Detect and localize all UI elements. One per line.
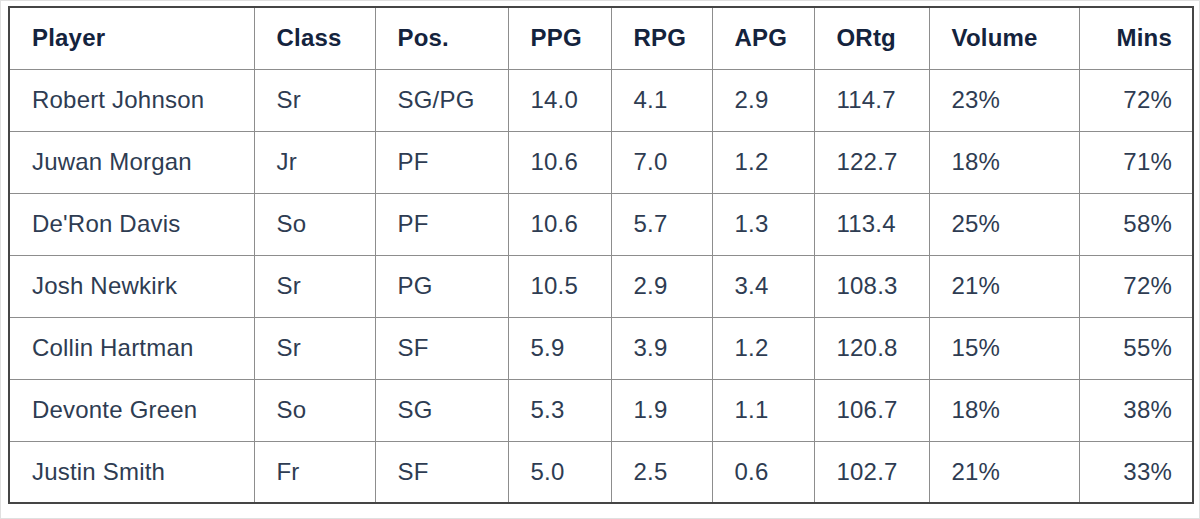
column-header-volume: Volume xyxy=(929,7,1079,69)
table-row: Justin Smith Fr SF 5.0 2.5 0.6 102.7 21%… xyxy=(9,441,1193,503)
page-canvas: Player Class Pos. PPG RPG APG ORtg Volum… xyxy=(0,0,1200,519)
cell-volume: 18% xyxy=(929,379,1079,441)
cell-ortg: 113.4 xyxy=(814,193,929,255)
cell-player: Collin Hartman xyxy=(9,317,254,379)
cell-pos: SF xyxy=(375,317,508,379)
cell-volume: 18% xyxy=(929,131,1079,193)
cell-ppg: 5.9 xyxy=(508,317,611,379)
cell-apg: 1.3 xyxy=(712,193,814,255)
cell-pos: SG xyxy=(375,379,508,441)
cell-volume: 21% xyxy=(929,255,1079,317)
cell-rpg: 7.0 xyxy=(611,131,712,193)
cell-ortg: 114.7 xyxy=(814,69,929,131)
cell-mins: 55% xyxy=(1079,317,1193,379)
cell-class: Fr xyxy=(254,441,375,503)
cell-volume: 21% xyxy=(929,441,1079,503)
cell-player: Juwan Morgan xyxy=(9,131,254,193)
column-header-class: Class xyxy=(254,7,375,69)
cell-class: So xyxy=(254,379,375,441)
cell-ppg: 5.3 xyxy=(508,379,611,441)
cell-mins: 33% xyxy=(1079,441,1193,503)
cell-class: Sr xyxy=(254,69,375,131)
cell-ortg: 106.7 xyxy=(814,379,929,441)
cell-rpg: 4.1 xyxy=(611,69,712,131)
cell-player: Robert Johnson xyxy=(9,69,254,131)
cell-apg: 3.4 xyxy=(712,255,814,317)
cell-class: Jr xyxy=(254,131,375,193)
cell-ppg: 14.0 xyxy=(508,69,611,131)
cell-ortg: 120.8 xyxy=(814,317,929,379)
cell-mins: 71% xyxy=(1079,131,1193,193)
cell-rpg: 2.9 xyxy=(611,255,712,317)
cell-volume: 15% xyxy=(929,317,1079,379)
cell-apg: 0.6 xyxy=(712,441,814,503)
cell-apg: 1.1 xyxy=(712,379,814,441)
cell-apg: 1.2 xyxy=(712,131,814,193)
column-header-apg: APG xyxy=(712,7,814,69)
cell-rpg: 5.7 xyxy=(611,193,712,255)
column-header-player: Player xyxy=(9,7,254,69)
column-header-mins: Mins xyxy=(1079,7,1193,69)
cell-pos: PF xyxy=(375,131,508,193)
cell-mins: 72% xyxy=(1079,69,1193,131)
cell-player: Josh Newkirk xyxy=(9,255,254,317)
table-row: Josh Newkirk Sr PG 10.5 2.9 3.4 108.3 21… xyxy=(9,255,1193,317)
cell-pos: PG xyxy=(375,255,508,317)
cell-mins: 58% xyxy=(1079,193,1193,255)
table-row: Robert Johnson Sr SG/PG 14.0 4.1 2.9 114… xyxy=(9,69,1193,131)
cell-ortg: 108.3 xyxy=(814,255,929,317)
cell-pos: SG/PG xyxy=(375,69,508,131)
cell-apg: 2.9 xyxy=(712,69,814,131)
table-row: Juwan Morgan Jr PF 10.6 7.0 1.2 122.7 18… xyxy=(9,131,1193,193)
cell-class: So xyxy=(254,193,375,255)
cell-apg: 1.2 xyxy=(712,317,814,379)
cell-mins: 38% xyxy=(1079,379,1193,441)
cell-ppg: 10.6 xyxy=(508,131,611,193)
table-row: De'Ron Davis So PF 10.6 5.7 1.3 113.4 25… xyxy=(9,193,1193,255)
player-stats-table: Player Class Pos. PPG RPG APG ORtg Volum… xyxy=(8,6,1194,504)
cell-ppg: 10.5 xyxy=(508,255,611,317)
cell-ppg: 10.6 xyxy=(508,193,611,255)
cell-pos: PF xyxy=(375,193,508,255)
table-row: Devonte Green So SG 5.3 1.9 1.1 106.7 18… xyxy=(9,379,1193,441)
cell-pos: SF xyxy=(375,441,508,503)
cell-class: Sr xyxy=(254,255,375,317)
cell-rpg: 2.5 xyxy=(611,441,712,503)
cell-ortg: 102.7 xyxy=(814,441,929,503)
cell-ppg: 5.0 xyxy=(508,441,611,503)
cell-player: Justin Smith xyxy=(9,441,254,503)
header-row: Player Class Pos. PPG RPG APG ORtg Volum… xyxy=(9,7,1193,69)
cell-rpg: 1.9 xyxy=(611,379,712,441)
cell-volume: 25% xyxy=(929,193,1079,255)
column-header-pos: Pos. xyxy=(375,7,508,69)
cell-rpg: 3.9 xyxy=(611,317,712,379)
cell-ortg: 122.7 xyxy=(814,131,929,193)
cell-player: Devonte Green xyxy=(9,379,254,441)
cell-player: De'Ron Davis xyxy=(9,193,254,255)
column-header-ortg: ORtg xyxy=(814,7,929,69)
cell-mins: 72% xyxy=(1079,255,1193,317)
table-row: Collin Hartman Sr SF 5.9 3.9 1.2 120.8 1… xyxy=(9,317,1193,379)
cell-volume: 23% xyxy=(929,69,1079,131)
column-header-rpg: RPG xyxy=(611,7,712,69)
column-header-ppg: PPG xyxy=(508,7,611,69)
cell-class: Sr xyxy=(254,317,375,379)
